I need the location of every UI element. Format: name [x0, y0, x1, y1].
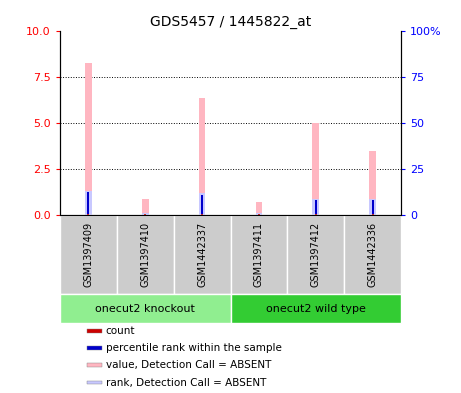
Bar [87, 329, 101, 333]
Bar [199, 97, 206, 215]
Text: onecut2 wild type: onecut2 wild type [266, 304, 366, 314]
Bar [255, 202, 262, 215]
Text: GSM1397411: GSM1397411 [254, 222, 264, 287]
Bar [230, 215, 287, 294]
Bar [372, 200, 374, 214]
Bar [315, 200, 317, 214]
Bar [199, 193, 206, 215]
Bar [87, 346, 101, 350]
Bar [60, 215, 117, 294]
Text: GSM1397412: GSM1397412 [311, 222, 321, 287]
Bar [87, 364, 101, 367]
Bar [369, 198, 376, 215]
Bar [87, 214, 89, 215]
Bar [369, 151, 376, 215]
Text: GSM1397410: GSM1397410 [140, 222, 150, 287]
Title: GDS5457 / 1445822_at: GDS5457 / 1445822_at [150, 15, 311, 29]
Text: rank, Detection Call = ABSENT: rank, Detection Call = ABSENT [106, 378, 266, 387]
Text: GSM1397409: GSM1397409 [83, 222, 94, 287]
Bar [87, 192, 89, 214]
Text: value, Detection Call = ABSENT: value, Detection Call = ABSENT [106, 360, 271, 371]
Bar [87, 380, 101, 384]
Text: GSM1442336: GSM1442336 [367, 222, 378, 287]
Bar [287, 215, 344, 294]
Bar [201, 195, 203, 214]
Text: GSM1442337: GSM1442337 [197, 222, 207, 287]
Bar [313, 198, 319, 215]
Text: onecut2 knockout: onecut2 knockout [95, 304, 195, 314]
Bar [230, 294, 401, 323]
Bar [313, 123, 319, 215]
Bar [85, 62, 92, 215]
Bar [60, 294, 230, 323]
Text: percentile rank within the sample: percentile rank within the sample [106, 343, 282, 353]
Bar [255, 213, 262, 215]
Bar [201, 214, 203, 215]
Bar [117, 215, 174, 294]
Text: count: count [106, 326, 135, 336]
Bar [315, 214, 317, 215]
Bar [142, 198, 148, 215]
Bar [258, 214, 260, 215]
Bar [372, 214, 374, 215]
Bar [174, 215, 230, 294]
Bar [85, 191, 92, 215]
Bar [142, 213, 148, 215]
Bar [144, 214, 146, 215]
Bar [344, 215, 401, 294]
